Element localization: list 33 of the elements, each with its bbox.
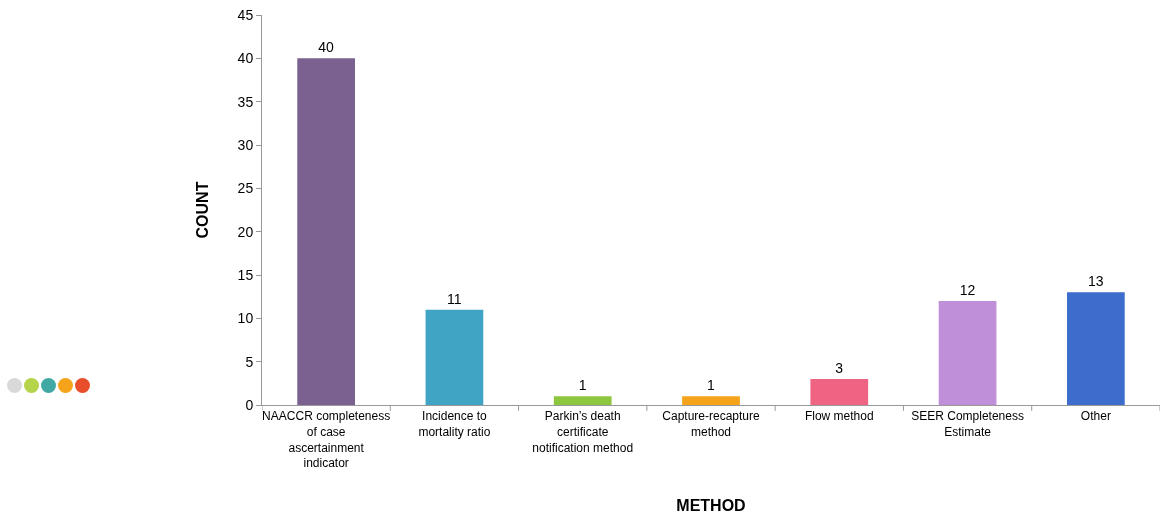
data-label: 40 bbox=[318, 39, 335, 56]
y-tick-label: 10 bbox=[237, 310, 254, 327]
y-tick-label: 0 bbox=[245, 396, 254, 413]
x-tick-label: Incidence to mortality ratio bbox=[418, 409, 491, 439]
x-tick-label: NAACCR completeness of case ascertainment indicator bbox=[262, 409, 391, 471]
bar bbox=[553, 396, 612, 405]
data-label: 3 bbox=[835, 360, 844, 376]
y-tick-label: 30 bbox=[237, 136, 254, 153]
y-axis-title: COUNT bbox=[193, 181, 211, 239]
y-tick-label: 45 bbox=[237, 6, 254, 23]
bar bbox=[297, 58, 356, 405]
bar bbox=[425, 309, 484, 405]
x-tick-label: SEER Completeness Estimate bbox=[911, 409, 1024, 439]
y-tick-label: 40 bbox=[237, 50, 254, 67]
data-label: 11 bbox=[447, 290, 462, 307]
data-label: 1 bbox=[707, 377, 715, 394]
x-tick-label: Capture-recapture method bbox=[662, 409, 761, 439]
bar bbox=[682, 396, 740, 405]
y-tick-label: 35 bbox=[237, 93, 254, 110]
x-tick-label: Flow method bbox=[804, 409, 874, 424]
x-axis-title: METHOD bbox=[676, 496, 746, 514]
data-label: 12 bbox=[959, 282, 976, 298]
x-tick-label: Parkin’s death certificate notification method bbox=[532, 409, 634, 455]
bar bbox=[1066, 292, 1125, 405]
y-tick-label: 15 bbox=[237, 266, 254, 283]
x-tick-label: Other bbox=[1080, 409, 1111, 424]
y-tick-label: 25 bbox=[237, 180, 254, 197]
data-label: 1 bbox=[578, 377, 587, 394]
y-tick-label: 20 bbox=[237, 223, 254, 240]
data-label: 13 bbox=[1087, 273, 1104, 290]
bar bbox=[938, 301, 997, 405]
bar bbox=[810, 379, 869, 405]
y-tick-label: 5 bbox=[245, 353, 254, 370]
